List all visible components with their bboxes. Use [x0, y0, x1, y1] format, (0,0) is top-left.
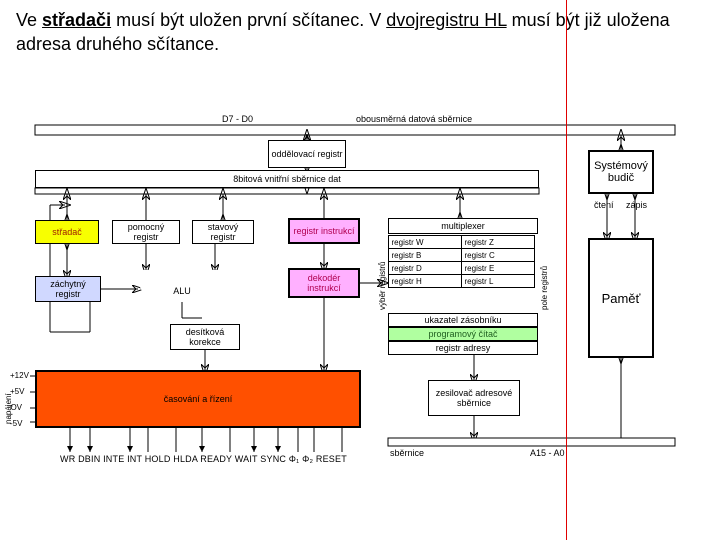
- label-obousmerna: obousměrná datová sběrnice: [356, 114, 472, 124]
- block-casovani: časování a řízení: [35, 370, 361, 428]
- label-cteni: čtení: [594, 200, 614, 210]
- bottom-signals: WR DBIN INTE INT HOLD HLDA READY WAIT SY…: [60, 454, 347, 464]
- register-file: registr Wregistr Zregistr Bregistr Cregi…: [388, 235, 538, 288]
- label-a15a0: A15 - A0: [530, 448, 565, 458]
- block-stavovy: stavový registr: [192, 220, 254, 244]
- block-desitkova: desítková korekce: [170, 324, 240, 350]
- label-d7d0: D7 - D0: [222, 114, 253, 124]
- block-reg-instrukci: registr instrukcí: [288, 218, 360, 244]
- block-zesilovac: zesilovač adresové sběrnice: [428, 380, 520, 416]
- block-ukazatel: ukazatel zásobníku: [388, 313, 538, 327]
- block-prog-citac: programový čítač: [388, 327, 538, 341]
- label-zapis: zápis: [626, 200, 647, 210]
- block-budic: Systémový budič: [588, 150, 654, 194]
- stradac-term: střadači: [42, 10, 111, 30]
- block-internal-bus: 8bitová vnitřní sběrnice dat: [35, 170, 539, 188]
- block-reg-adresy: registr adresy: [388, 341, 538, 355]
- label-vyber: výběr registrů: [378, 240, 387, 310]
- block-oddelovaci: oddělovací registr: [268, 140, 346, 168]
- label-sbernice: sběrnice: [390, 448, 424, 458]
- voltage-labels: +12V+5VOV-5V: [10, 368, 22, 432]
- block-dekoder: dekodér instrukcí: [288, 268, 360, 298]
- block-multiplex: multiplexer: [388, 218, 538, 234]
- dvojreg-term: dvojregistru HL: [386, 10, 506, 30]
- header-text: Ve střadači musí být uložen první sčítan…: [0, 0, 720, 61]
- cpu-diagram: D7 - D0 obousměrná datová sběrnice odděl…: [30, 70, 690, 500]
- red-divider: [566, 0, 567, 540]
- block-stradac: střadač: [35, 220, 99, 244]
- label-pole: pole registrů: [540, 240, 549, 310]
- block-pomocny: pomocný registr: [112, 220, 180, 244]
- block-zachytny: záchytný registr: [35, 276, 101, 302]
- block-pamet: Paměť: [588, 238, 654, 358]
